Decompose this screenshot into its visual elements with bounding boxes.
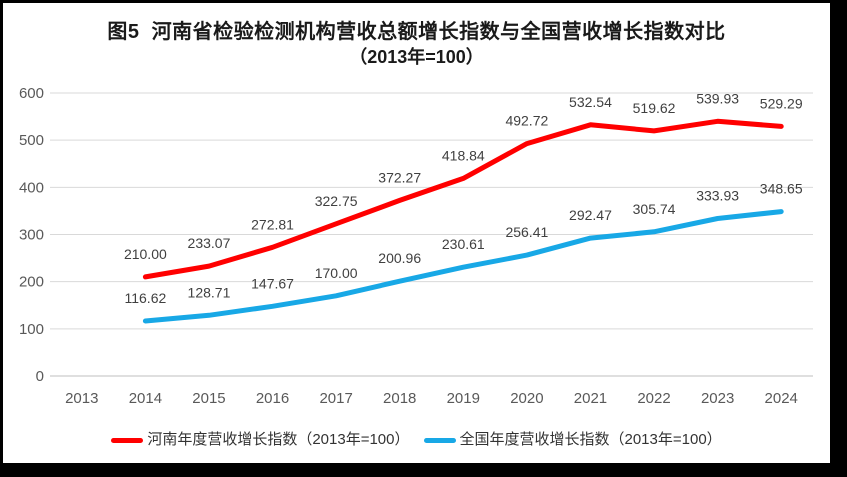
data-label-henan: 492.72 [505, 113, 548, 129]
x-tick-label: 2020 [510, 390, 543, 407]
data-label-henan: 210.00 [124, 246, 167, 262]
x-tick-label: 2019 [447, 390, 480, 407]
data-label-henan: 532.54 [569, 94, 612, 110]
y-tick-label: 600 [19, 85, 44, 102]
legend-item-national[interactable]: 全国年度营收增长指数（2013年=100） [423, 430, 722, 450]
x-tick-label: 2013 [65, 390, 98, 407]
data-label-national: 200.96 [378, 250, 421, 266]
x-tick-label: 2014 [129, 390, 162, 407]
data-label-henan: 529.29 [760, 95, 803, 111]
data-label-national: 170.00 [315, 265, 358, 281]
x-tick-label: 2017 [319, 390, 352, 407]
x-tick-label: 2024 [765, 390, 798, 407]
y-tick-label: 400 [19, 179, 44, 196]
series-line-national[interactable] [142, 209, 784, 324]
series-line-henan[interactable] [142, 118, 784, 280]
data-label-henan: 418.84 [442, 147, 485, 163]
chart-canvas: 图5 河南省检验检测机构营收总额增长指数与全国营收增长指数对比 （2013年=1… [3, 3, 830, 463]
y-tick-label: 200 [19, 274, 44, 291]
data-label-henan: 519.62 [633, 100, 676, 116]
x-tick-label: 2021 [574, 390, 607, 407]
y-tick-label: 0 [36, 368, 44, 385]
x-tick-label: 2016 [256, 390, 289, 407]
y-tick-label: 100 [19, 321, 44, 338]
data-label-national: 256.41 [505, 224, 548, 240]
chart-title-line1: 图5 河南省检验检测机构营收总额增长指数与全国营收增长指数对比 [107, 21, 726, 43]
legend-swatch-national-icon [423, 437, 456, 443]
data-label-henan: 233.07 [188, 235, 231, 251]
data-label-national: 292.47 [569, 207, 612, 223]
x-tick-label: 2022 [637, 390, 670, 407]
data-label-henan: 372.27 [378, 169, 421, 185]
x-tick-label: 2018 [383, 390, 416, 407]
y-tick-label: 500 [19, 132, 44, 149]
chart-legend: 河南年度营收增长指数（2013年=100） 全国年度营收增长指数（2013年=1… [3, 430, 830, 450]
data-label-national: 348.65 [760, 181, 803, 197]
data-label-national: 333.93 [696, 187, 739, 203]
x-tick-label: 2023 [701, 390, 734, 407]
data-label-national: 116.62 [124, 290, 166, 306]
legend-label-national: 全国年度营收增长指数（2013年=100） [459, 431, 722, 448]
legend-item-henan[interactable]: 河南年度营收增长指数（2013年=100） [111, 430, 410, 450]
data-label-national: 230.61 [442, 236, 485, 252]
chart-title: 图5 河南省检验检测机构营收总额增长指数与全国营收增长指数对比 （2013年=1… [3, 19, 830, 69]
data-label-national: 147.67 [251, 275, 294, 291]
legend-swatch-henan-icon [111, 437, 144, 443]
chart-title-line2: （2013年=100） [349, 47, 484, 67]
line-chart-plot-area: 0 100 200 300 400 500 600 2013 2014 2015 2016 2017 2… [19, 85, 813, 407]
data-label-henan: 322.75 [315, 193, 358, 209]
data-label-henan: 539.93 [696, 90, 739, 106]
data-label-henan: 272.81 [251, 216, 294, 232]
x-tick-label: 2015 [192, 390, 225, 407]
data-label-national: 128.71 [188, 284, 231, 300]
data-label-national: 305.74 [633, 201, 676, 217]
y-tick-label: 300 [19, 227, 44, 244]
legend-label-henan: 河南年度营收增长指数（2013年=100） [147, 431, 410, 448]
